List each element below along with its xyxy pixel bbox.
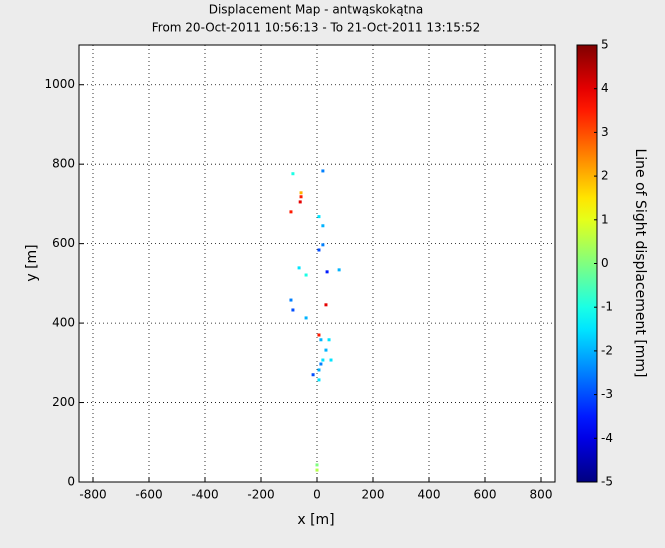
colorbar-tick-label: 3	[601, 125, 609, 139]
point	[317, 368, 321, 372]
point	[289, 210, 293, 214]
x-tick-label: -800	[79, 488, 106, 502]
point	[289, 298, 293, 302]
point	[321, 243, 325, 247]
colorbar-label: Line of Sight displacement [mm]	[632, 148, 648, 377]
point	[298, 200, 302, 204]
x-tick-label: -400	[191, 488, 218, 502]
point	[311, 373, 315, 377]
point	[337, 268, 341, 272]
y-tick-label: 1000	[44, 77, 75, 91]
point	[329, 358, 333, 362]
point	[315, 463, 319, 467]
colorbar-tick-label: 0	[601, 256, 609, 270]
point	[304, 273, 308, 277]
x-axis-label: x [m]	[297, 512, 334, 528]
y-axis-label: y [m]	[24, 244, 40, 281]
colorbar-tick-label: 5	[601, 38, 609, 52]
point	[324, 348, 328, 352]
y-tick-label: 600	[52, 236, 75, 250]
x-tick-label: -200	[247, 488, 274, 502]
x-tick-label: -600	[135, 488, 162, 502]
point	[321, 224, 325, 228]
point	[315, 468, 319, 472]
colorbar-tick-label: -4	[601, 431, 613, 445]
colorbar-tick-label: 4	[601, 81, 609, 95]
y-tick-label: 0	[67, 475, 75, 489]
point	[321, 358, 325, 362]
colorbar-tick-label: 1	[601, 212, 609, 226]
point	[324, 303, 328, 307]
y-tick-label: 200	[52, 395, 75, 409]
point	[325, 270, 329, 274]
chart-subtitle: From 20-Oct-2011 10:56:13 - To 21-Oct-20…	[152, 21, 480, 35]
point	[291, 172, 295, 176]
colorbar-tick-label: -5	[601, 475, 613, 489]
point	[297, 266, 301, 270]
chart-title: Displacement Map - antwąskokątna	[209, 3, 424, 17]
point	[317, 248, 321, 252]
point	[299, 195, 303, 199]
x-tick-label: 400	[418, 488, 441, 502]
y-tick-label: 800	[52, 157, 75, 171]
y-tick-label: 400	[52, 316, 75, 330]
colorbar-tick-label: 2	[601, 169, 609, 183]
x-tick-label: 200	[362, 488, 385, 502]
point	[327, 338, 331, 342]
colorbar-tick-label: -1	[601, 300, 613, 314]
point	[317, 333, 321, 337]
point	[319, 338, 323, 342]
point	[319, 362, 323, 366]
plot-frame	[78, 44, 556, 483]
point	[317, 215, 321, 219]
point	[321, 169, 325, 173]
colorbar-tick-label: -2	[601, 343, 613, 357]
point	[291, 308, 295, 312]
colorbar-tick-label: -3	[601, 387, 613, 401]
point	[299, 191, 303, 195]
point	[304, 316, 308, 320]
x-tick-label: 600	[474, 488, 497, 502]
plot-area	[79, 45, 555, 482]
x-tick-label: 800	[530, 488, 553, 502]
x-tick-label: 0	[313, 488, 321, 502]
point	[317, 378, 321, 382]
